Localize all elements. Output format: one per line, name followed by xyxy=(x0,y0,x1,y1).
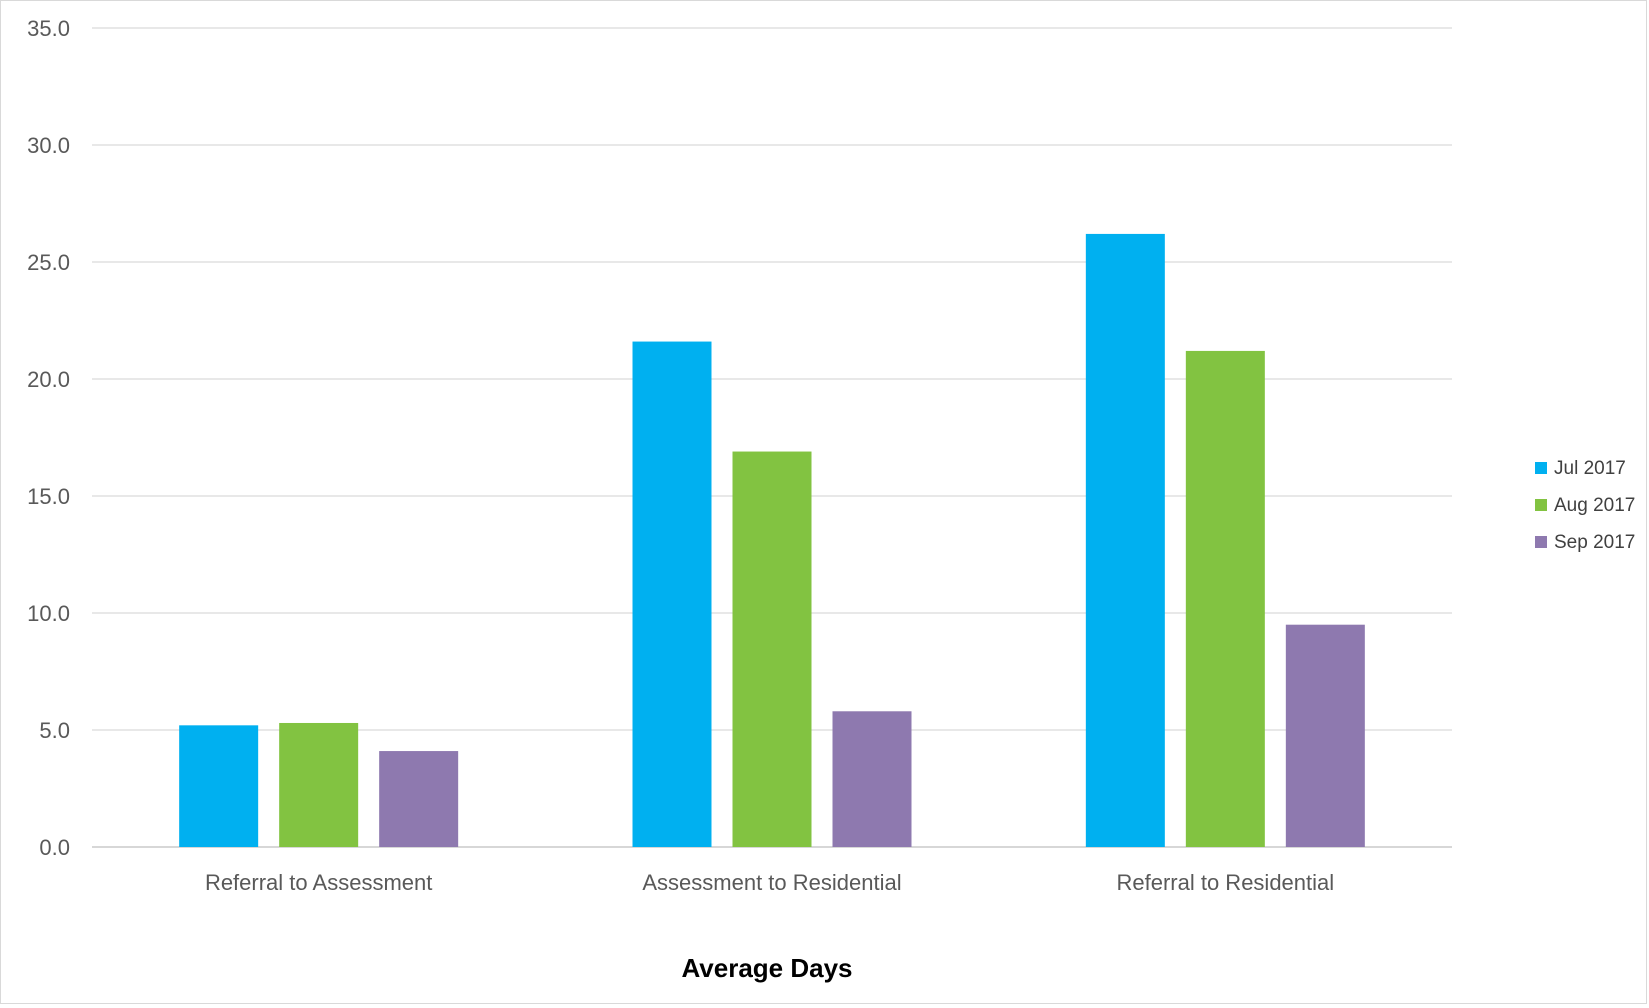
y-tick-label: 30.0 xyxy=(27,133,70,158)
y-tick-label: 0.0 xyxy=(39,835,70,860)
y-tick-label: 10.0 xyxy=(27,601,70,626)
legend-label: Jul 2017 xyxy=(1554,458,1626,479)
x-category-label: Referral to Assessment xyxy=(205,870,432,895)
y-tick-label: 20.0 xyxy=(27,367,70,392)
y-tick-label: 35.0 xyxy=(27,16,70,41)
bar-sep-2017-1 xyxy=(379,751,459,847)
legend-label: Aug 2017 xyxy=(1554,495,1635,516)
bar-jul-2017-2 xyxy=(632,341,712,847)
bar-sep-2017-3 xyxy=(1285,624,1365,847)
bar-aug-2017-1 xyxy=(279,722,359,847)
bar-jul-2017-1 xyxy=(179,725,259,847)
legend: Jul 2017 Aug 2017 Sep 2017 xyxy=(1535,458,1635,553)
y-axis-ticks: 0.0 5.0 10.0 15.0 20.0 25.0 30.0 35.0 xyxy=(27,16,70,860)
bars xyxy=(179,233,1365,848)
bar-sep-2017-2 xyxy=(832,711,912,847)
legend-swatch xyxy=(1535,499,1547,511)
y-tick-label: 5.0 xyxy=(39,718,70,743)
legend-swatch xyxy=(1535,536,1547,548)
x-axis-title: Average Days xyxy=(681,953,852,983)
y-tick-label: 15.0 xyxy=(27,484,70,509)
bar-jul-2017-3 xyxy=(1085,233,1165,848)
x-axis-categories: Referral to Assessment Assessment to Resi… xyxy=(205,870,1334,895)
x-category-label: Referral to Residential xyxy=(1116,870,1334,895)
bar-aug-2017-3 xyxy=(1185,350,1265,847)
legend-swatch xyxy=(1535,462,1547,474)
bar-aug-2017-2 xyxy=(732,451,812,847)
x-category-label: Assessment to Residential xyxy=(642,870,901,895)
legend-label: Sep 2017 xyxy=(1554,532,1635,553)
y-tick-label: 25.0 xyxy=(27,250,70,275)
